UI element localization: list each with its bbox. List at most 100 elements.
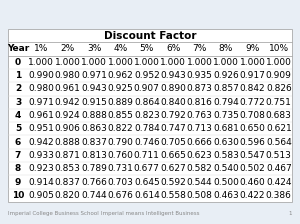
Text: 0.544: 0.544 bbox=[187, 178, 212, 187]
Text: 0.627: 0.627 bbox=[160, 164, 186, 173]
Text: 0.943: 0.943 bbox=[160, 71, 186, 80]
Text: Imperial College Business School: Imperial College Business School bbox=[8, 211, 99, 215]
Text: 5: 5 bbox=[15, 124, 21, 133]
Text: 0.837: 0.837 bbox=[81, 138, 107, 147]
Text: 3: 3 bbox=[15, 98, 21, 107]
Text: 1.000: 1.000 bbox=[160, 58, 186, 67]
Text: 1.000: 1.000 bbox=[239, 58, 265, 67]
Text: 0.823: 0.823 bbox=[134, 111, 160, 120]
Text: 0.907: 0.907 bbox=[134, 84, 160, 93]
Text: 6: 6 bbox=[15, 138, 21, 147]
Text: 0.558: 0.558 bbox=[160, 191, 186, 200]
Text: 0.747: 0.747 bbox=[160, 124, 186, 133]
Text: 0.923: 0.923 bbox=[28, 164, 54, 173]
Text: 0.826: 0.826 bbox=[266, 84, 292, 93]
Text: 0.547: 0.547 bbox=[239, 151, 265, 160]
Text: 0.763: 0.763 bbox=[187, 111, 212, 120]
Text: 0.513: 0.513 bbox=[266, 151, 292, 160]
Text: 0.467: 0.467 bbox=[266, 164, 292, 173]
Text: 3%: 3% bbox=[87, 44, 101, 54]
Text: 10%: 10% bbox=[269, 44, 289, 54]
Text: 0.906: 0.906 bbox=[55, 124, 80, 133]
Text: 0.935: 0.935 bbox=[187, 71, 212, 80]
Text: 0.630: 0.630 bbox=[213, 138, 239, 147]
Text: 0.924: 0.924 bbox=[55, 111, 80, 120]
Text: 0.784: 0.784 bbox=[134, 124, 160, 133]
Text: 0.888: 0.888 bbox=[81, 111, 107, 120]
Text: 0.746: 0.746 bbox=[134, 138, 160, 147]
Text: 0.925: 0.925 bbox=[107, 84, 133, 93]
Text: 0.424: 0.424 bbox=[266, 178, 292, 187]
Text: 0.926: 0.926 bbox=[213, 71, 239, 80]
Text: 4: 4 bbox=[15, 111, 21, 120]
Text: 0.744: 0.744 bbox=[81, 191, 107, 200]
Text: 0.917: 0.917 bbox=[239, 71, 265, 80]
Text: 0.422: 0.422 bbox=[240, 191, 265, 200]
Text: 0.582: 0.582 bbox=[187, 164, 212, 173]
Text: 4%: 4% bbox=[113, 44, 128, 54]
Text: 0.623: 0.623 bbox=[187, 151, 212, 160]
Text: 0.952: 0.952 bbox=[134, 71, 160, 80]
Text: 1.000: 1.000 bbox=[187, 58, 212, 67]
Text: 0.914: 0.914 bbox=[28, 178, 54, 187]
Text: 10: 10 bbox=[12, 191, 24, 200]
Text: 0.645: 0.645 bbox=[134, 178, 160, 187]
Text: 0.990: 0.990 bbox=[28, 71, 54, 80]
Text: 0.500: 0.500 bbox=[213, 178, 239, 187]
Text: 0.711: 0.711 bbox=[134, 151, 160, 160]
Text: 1: 1 bbox=[15, 71, 21, 80]
Text: 0.760: 0.760 bbox=[107, 151, 133, 160]
Text: 2%: 2% bbox=[61, 44, 75, 54]
Text: 0.971: 0.971 bbox=[28, 98, 54, 107]
Text: 0.731: 0.731 bbox=[107, 164, 133, 173]
Text: 0.676: 0.676 bbox=[107, 191, 133, 200]
Text: 0.735: 0.735 bbox=[213, 111, 239, 120]
Text: 0.463: 0.463 bbox=[213, 191, 239, 200]
Text: 0.980: 0.980 bbox=[55, 71, 80, 80]
Text: 5%: 5% bbox=[140, 44, 154, 54]
Text: 0.909: 0.909 bbox=[266, 71, 292, 80]
Text: 0.943: 0.943 bbox=[81, 84, 107, 93]
Text: 9%: 9% bbox=[245, 44, 260, 54]
Text: 0.621: 0.621 bbox=[266, 124, 292, 133]
Text: 0.772: 0.772 bbox=[239, 98, 265, 107]
Text: Discount Factor: Discount Factor bbox=[104, 31, 196, 41]
Text: 1.000: 1.000 bbox=[107, 58, 133, 67]
Bar bbox=[8, 29, 292, 202]
Text: 0.683: 0.683 bbox=[266, 111, 292, 120]
Text: 0.665: 0.665 bbox=[160, 151, 186, 160]
Text: 0.971: 0.971 bbox=[81, 71, 107, 80]
Text: 1.000: 1.000 bbox=[28, 58, 54, 67]
Text: 0.961: 0.961 bbox=[28, 111, 54, 120]
Text: 0.889: 0.889 bbox=[107, 98, 133, 107]
Text: 0.666: 0.666 bbox=[187, 138, 212, 147]
Text: 1.000: 1.000 bbox=[134, 58, 160, 67]
Text: 7%: 7% bbox=[192, 44, 207, 54]
Text: 2: 2 bbox=[15, 84, 21, 93]
Text: 0.816: 0.816 bbox=[187, 98, 212, 107]
Text: 0.713: 0.713 bbox=[187, 124, 212, 133]
Text: 0.614: 0.614 bbox=[134, 191, 160, 200]
Text: Year: Year bbox=[7, 44, 29, 54]
Text: 0.703: 0.703 bbox=[107, 178, 133, 187]
Text: 1.000: 1.000 bbox=[81, 58, 107, 67]
Text: 0.502: 0.502 bbox=[239, 164, 265, 173]
Text: 7: 7 bbox=[15, 151, 21, 160]
Text: 0.708: 0.708 bbox=[239, 111, 265, 120]
Text: 0.855: 0.855 bbox=[107, 111, 133, 120]
Text: 0.840: 0.840 bbox=[160, 98, 186, 107]
Text: 0.871: 0.871 bbox=[55, 151, 80, 160]
Text: 0.873: 0.873 bbox=[187, 84, 212, 93]
Text: 8%: 8% bbox=[219, 44, 233, 54]
Text: 0.789: 0.789 bbox=[81, 164, 107, 173]
Text: 0.951: 0.951 bbox=[28, 124, 54, 133]
Text: 0.863: 0.863 bbox=[81, 124, 107, 133]
Text: 0.942: 0.942 bbox=[28, 138, 54, 147]
Text: 1.000: 1.000 bbox=[55, 58, 80, 67]
Text: 0.857: 0.857 bbox=[213, 84, 239, 93]
Text: 9: 9 bbox=[15, 178, 21, 187]
Text: 0.864: 0.864 bbox=[134, 98, 160, 107]
Text: 0.942: 0.942 bbox=[55, 98, 80, 107]
Text: 0.933: 0.933 bbox=[28, 151, 54, 160]
Text: Imperial means Intelligent Business: Imperial means Intelligent Business bbox=[101, 211, 199, 215]
